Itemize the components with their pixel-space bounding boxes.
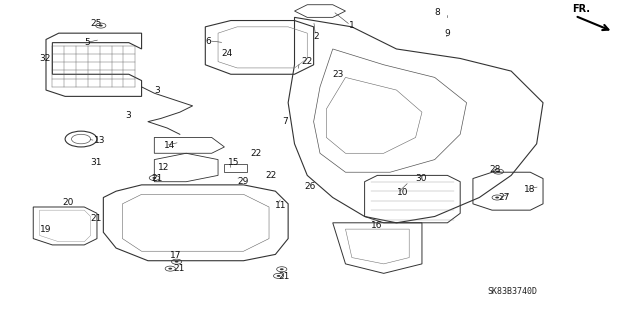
Circle shape [152, 177, 156, 179]
Text: 24: 24 [221, 49, 232, 58]
Text: 7: 7 [282, 117, 287, 126]
Text: 16: 16 [371, 221, 383, 230]
Text: 1: 1 [349, 21, 355, 30]
Text: 14: 14 [164, 141, 175, 150]
Text: 8: 8 [435, 8, 440, 17]
Text: 3: 3 [125, 111, 131, 120]
Text: 17: 17 [170, 251, 182, 261]
Circle shape [175, 261, 179, 263]
Text: SK83B3740D: SK83B3740D [487, 287, 537, 296]
Text: 21: 21 [151, 174, 163, 183]
Text: 21: 21 [173, 264, 185, 273]
Text: 9: 9 [444, 29, 450, 38]
Text: 19: 19 [40, 225, 51, 234]
Circle shape [280, 268, 284, 270]
Text: 22: 22 [266, 171, 277, 180]
Text: 18: 18 [524, 185, 536, 194]
Text: 31: 31 [91, 158, 102, 167]
Circle shape [497, 171, 500, 173]
Text: 28: 28 [489, 165, 500, 174]
Text: 27: 27 [499, 193, 510, 202]
Text: 13: 13 [94, 136, 106, 145]
Text: 22: 22 [250, 149, 261, 158]
Text: 20: 20 [62, 198, 74, 207]
Circle shape [168, 268, 172, 270]
Text: 12: 12 [157, 163, 169, 172]
Text: 2: 2 [314, 32, 319, 41]
Text: 10: 10 [396, 188, 408, 197]
Text: 15: 15 [228, 158, 239, 167]
Text: 3: 3 [154, 85, 160, 94]
Bar [225, 164, 246, 172]
Text: 22: 22 [301, 57, 312, 66]
Text: 30: 30 [415, 174, 427, 183]
Text: 23: 23 [333, 70, 344, 79]
Text: 6: 6 [205, 37, 211, 46]
Text: 32: 32 [40, 54, 51, 63]
Text: 5: 5 [84, 38, 90, 47]
Circle shape [276, 275, 280, 277]
Text: 21: 21 [91, 213, 102, 223]
Text: 11: 11 [275, 201, 287, 210]
Circle shape [99, 25, 102, 26]
Text: 29: 29 [237, 177, 248, 186]
Text: 26: 26 [304, 182, 316, 191]
Circle shape [495, 197, 499, 198]
Text: 25: 25 [91, 19, 102, 28]
Text: 21: 21 [278, 272, 290, 281]
Text: FR.: FR. [572, 4, 589, 14]
